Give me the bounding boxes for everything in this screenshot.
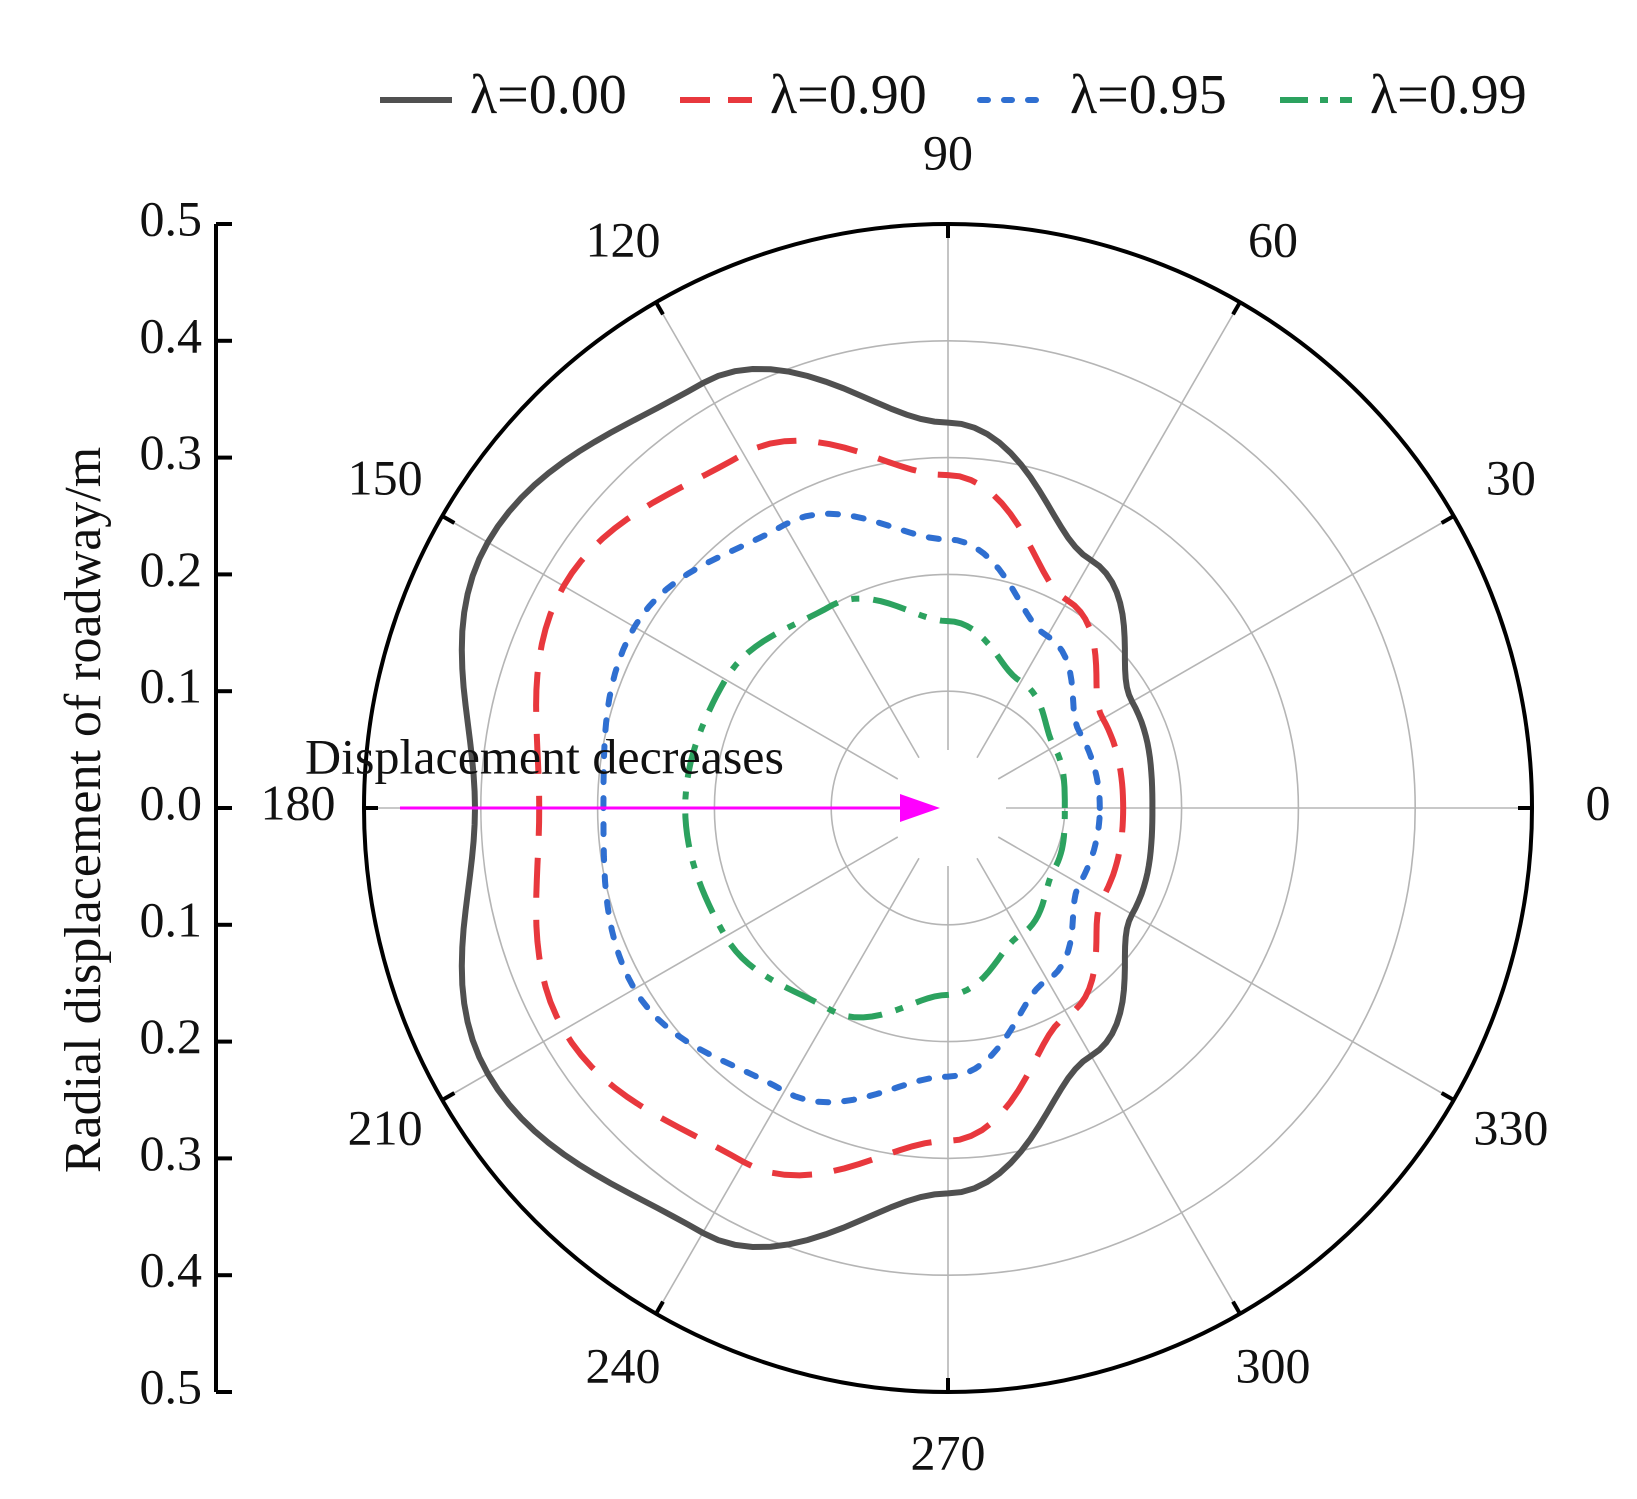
legend: λ=0.00 λ=0.90 λ=0.95 λ=0.99: [380, 64, 1527, 126]
radial-axis: 0.5 0.4 0.3 0.2 0.1 0.0 0.1 0.2 0.3 0.4 0.5: [140, 190, 232, 1414]
angle-tick-label-120: 120: [586, 212, 661, 268]
legend-label-2: λ=0.90: [770, 64, 927, 126]
annotation-text: Displacement decreases: [305, 728, 784, 784]
radial-tick-label-5: 0.0: [140, 774, 203, 830]
angle-tick-330: [1440, 1091, 1455, 1102]
radial-tick-label-2: 0.3: [140, 424, 203, 480]
angle-tick-210: [441, 1091, 456, 1102]
legend-label-3: λ=0.95: [1070, 64, 1227, 126]
polar-grid: [364, 224, 1532, 1392]
angle-tick-240: [654, 1300, 665, 1315]
grid-spoke-30: [997, 515, 1455, 780]
radial-tick-label-6: 0.1: [140, 891, 203, 947]
angle-tick-label-150: 150: [348, 449, 423, 505]
radial-tick-label-3: 0.2: [140, 541, 203, 597]
angle-tick-60: [1231, 301, 1242, 316]
angle-tick-label-60: 60: [1248, 212, 1298, 268]
polar-frame: [362, 222, 1534, 1394]
radial-tick-label-1: 0.4: [140, 307, 203, 363]
angle-tick-label-0: 0: [1586, 774, 1611, 830]
grid-spoke-240: [655, 857, 920, 1315]
angle-tick-label-240: 240: [586, 1337, 661, 1393]
angle-tick-label-300: 300: [1236, 1337, 1311, 1393]
radial-tick-label-0: 0.5: [140, 190, 203, 246]
angle-tick-30: [1440, 514, 1455, 525]
angle-tick-label-210: 210: [348, 1099, 423, 1155]
angle-tick-label-270: 270: [911, 1424, 986, 1480]
angle-tick-label-180: 180: [261, 774, 336, 830]
y-axis-label: Radial displacement of roadway/m: [55, 447, 112, 1173]
angle-tick-label-90: 90: [923, 124, 973, 180]
grid-spoke-300: [976, 857, 1241, 1315]
legend-label-4: λ=0.99: [1370, 64, 1527, 126]
radial-tick-label-10: 0.5: [140, 1358, 203, 1414]
angle-tick-label-330: 330: [1473, 1099, 1548, 1155]
grid-spoke-150: [441, 515, 899, 780]
grid-spoke-60: [976, 301, 1241, 759]
radial-tick-label-9: 0.4: [140, 1242, 203, 1298]
annotation-arrow-head: [900, 794, 940, 822]
grid-spoke-120: [655, 301, 920, 759]
angle-tick-150: [441, 514, 456, 525]
radial-tick-label-7: 0.2: [140, 1008, 203, 1064]
legend-label-1: λ=0.00: [470, 64, 627, 126]
angle-tick-300: [1231, 1300, 1242, 1315]
grid-spoke-330: [997, 836, 1455, 1101]
grid-spoke-210: [441, 836, 899, 1101]
angle-tick-label-30: 30: [1486, 449, 1536, 505]
radial-tick-label-8: 0.3: [140, 1125, 203, 1181]
radial-tick-label-4: 0.1: [140, 658, 203, 714]
angle-tick-labels: 0 30 60 90 120 150 180 210 240 270 300 330: [261, 124, 1611, 1480]
annotation-layer: Displacement decreases: [305, 728, 940, 822]
angle-tick-120: [654, 301, 665, 316]
